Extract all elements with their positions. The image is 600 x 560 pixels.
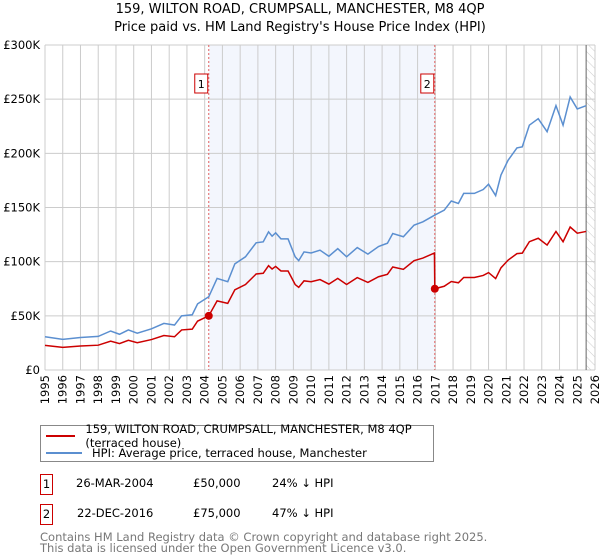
x-tick-label: 2006 bbox=[233, 375, 247, 404]
x-tick-label: 1995 bbox=[38, 375, 52, 404]
sale-marker-label: 2 bbox=[424, 78, 431, 91]
x-tick-label: 2022 bbox=[517, 375, 531, 404]
x-tick-label: 2021 bbox=[499, 375, 513, 404]
x-tick-label: 1999 bbox=[109, 375, 123, 404]
hpi-line bbox=[44, 95, 587, 341]
y-tick-label: £300K bbox=[3, 38, 40, 52]
y-tick-label: £0 bbox=[25, 363, 40, 377]
x-tick-label: 2015 bbox=[393, 375, 407, 404]
sale-marker: 1 bbox=[40, 474, 53, 495]
y-tick-label: £100K bbox=[3, 255, 40, 269]
x-tick-label: 2024 bbox=[553, 375, 567, 404]
x-tick-label: 2020 bbox=[482, 375, 496, 404]
x-tick-label: 2019 bbox=[464, 375, 478, 404]
x-tick-label: 2012 bbox=[340, 375, 354, 404]
sale-date: 26-MAR-2004 bbox=[76, 476, 154, 490]
legend-swatch-red bbox=[46, 435, 76, 437]
y-tick-label: £250K bbox=[3, 92, 40, 106]
chart-title: 159, WILTON ROAD, CRUMPSALL, MANCHESTER,… bbox=[115, 2, 485, 17]
footer-licence: This data is licensed under the Open Gov… bbox=[40, 541, 407, 555]
x-tick-label: 2010 bbox=[304, 375, 318, 404]
x-tick-label: 2005 bbox=[215, 375, 229, 404]
legend-label: 159, WILTON ROAD, CRUMPSALL, MANCHESTER,… bbox=[85, 422, 412, 450]
x-tick-label: 2002 bbox=[162, 375, 176, 404]
legend-item-property: 159, WILTON ROAD, CRUMPSALL, MANCHESTER,… bbox=[41, 422, 433, 450]
sale-hpi-diff: 47% ↓ HPI bbox=[272, 506, 334, 520]
y-tick-label: £150K bbox=[3, 201, 40, 215]
sale-row: 1 26-MAR-2004 £50,000 24% ↓ HPI bbox=[40, 474, 440, 495]
x-tick-label: 2007 bbox=[251, 375, 265, 404]
x-tick-label: 2009 bbox=[286, 375, 300, 404]
sale-marker-box bbox=[194, 73, 209, 94]
x-tick-label: 2013 bbox=[357, 375, 371, 404]
x-tick-label: 1998 bbox=[91, 375, 105, 404]
sale-marker: 2 bbox=[40, 504, 53, 525]
price-chart: 1995 1996 1997 1998 1999 2000 2001 2002 2003 2004… bbox=[3, 38, 600, 404]
legend-item-hpi: HPI: Average price, terraced house, Manc… bbox=[41, 445, 367, 461]
x-tick-label: 2016 bbox=[411, 375, 425, 404]
sale-point bbox=[204, 311, 213, 320]
sale-price: £75,000 bbox=[193, 506, 241, 520]
sale-row: 2 22-DEC-2016 £75,000 47% ↓ HPI bbox=[40, 504, 440, 525]
legend-swatch-blue bbox=[46, 452, 82, 454]
x-tick-label: 2011 bbox=[322, 375, 336, 404]
sale-point bbox=[430, 284, 439, 293]
x-tick-label: 2017 bbox=[428, 375, 442, 404]
x-tick-label: 2026 bbox=[588, 375, 600, 404]
chart-subtitle: Price paid vs. HM Land Registry's House … bbox=[114, 20, 486, 35]
x-tick-label: 2008 bbox=[269, 375, 283, 404]
property-price-line bbox=[44, 225, 587, 349]
x-tick-label: 1997 bbox=[73, 375, 87, 404]
sale-marker-box bbox=[420, 73, 435, 94]
footer-copyright: Contains HM Land Registry data © Crown c… bbox=[40, 530, 488, 544]
y-tick-label: £50K bbox=[11, 309, 41, 323]
x-tick-label: 2003 bbox=[180, 375, 194, 404]
x-tick-label: 2000 bbox=[127, 375, 141, 404]
sale-date: 22-DEC-2016 bbox=[77, 506, 154, 520]
sale-hpi-diff: 24% ↓ HPI bbox=[272, 476, 334, 490]
x-tick-label: 2001 bbox=[144, 375, 158, 404]
x-tick-label: 2018 bbox=[446, 375, 460, 404]
y-tick-label: £200K bbox=[3, 146, 40, 160]
chart-legend: 159, WILTON ROAD, CRUMPSALL, MANCHESTER,… bbox=[40, 422, 434, 462]
sale-marker-label: 1 bbox=[198, 78, 205, 91]
legend-label: HPI: Average price, terraced house, Manc… bbox=[92, 446, 367, 460]
x-tick-label: 2025 bbox=[570, 375, 584, 404]
sale-price: £50,000 bbox=[193, 476, 241, 490]
x-tick-label: 2004 bbox=[198, 375, 212, 404]
x-tick-label: 2014 bbox=[375, 375, 389, 404]
x-tick-label: 2023 bbox=[535, 375, 549, 404]
x-tick-label: 1996 bbox=[56, 375, 70, 404]
